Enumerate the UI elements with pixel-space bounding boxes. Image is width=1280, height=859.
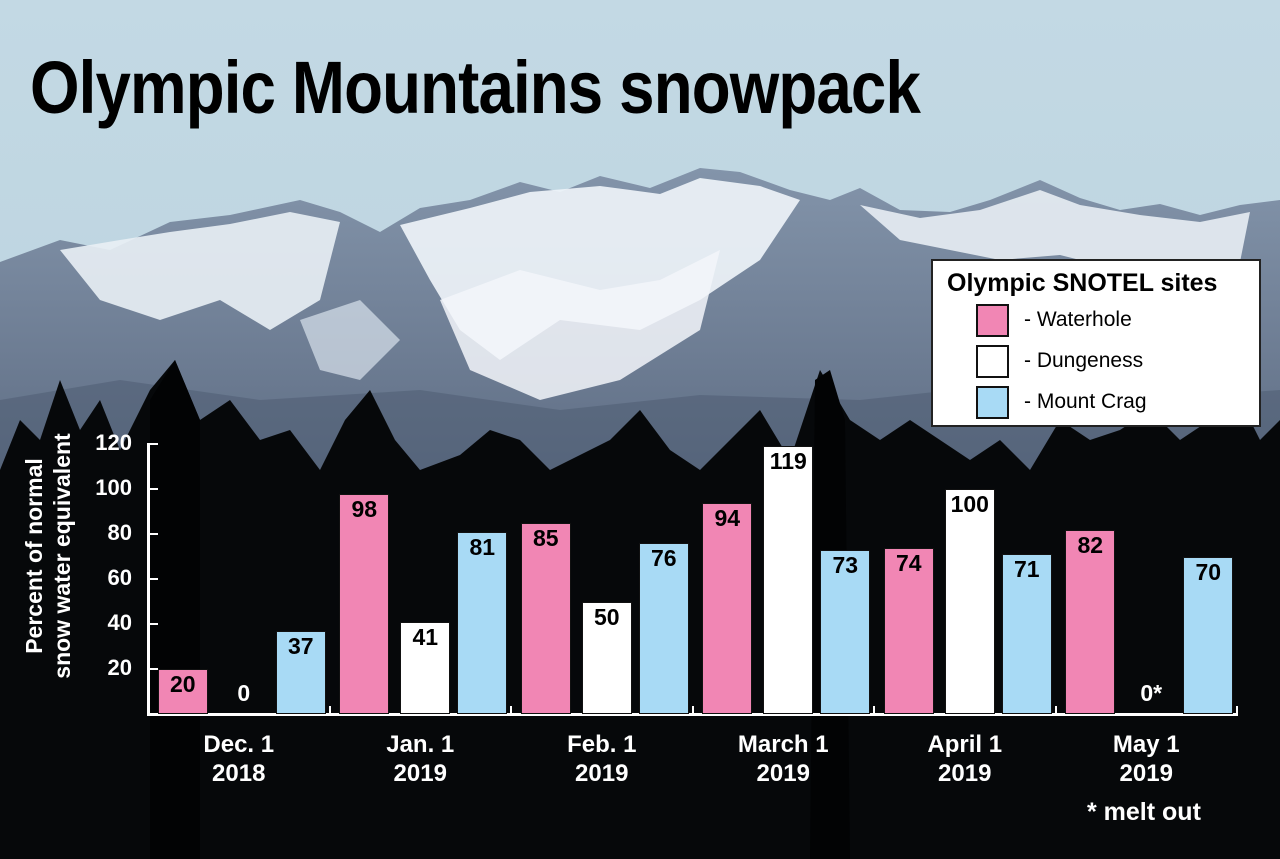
y-tick-label: 20: [107, 655, 132, 680]
x-tick: [328, 706, 331, 714]
bar-value-label: 82: [1077, 531, 1104, 558]
bar-mount-crag: [1183, 556, 1234, 714]
y-tick: [148, 533, 158, 535]
bar-mount-crag: [275, 630, 326, 714]
legend-swatch-dungeness: [976, 345, 1009, 378]
bar-value-label: 0*: [1140, 680, 1163, 706]
bar-dungeness: [581, 601, 632, 714]
y-tick-label: 120: [95, 430, 132, 455]
x-category-year: 2019: [393, 760, 447, 787]
x-category-label: Jan. 1 2019: [340, 730, 500, 788]
y-tick: [148, 668, 158, 670]
bar-mount-crag: [820, 549, 871, 714]
x-category-date: Dec. 1: [203, 731, 275, 758]
x-category-year: 2018: [212, 760, 266, 787]
bar-dungeness: [763, 446, 814, 714]
legend-label: - Waterhole: [1024, 308, 1132, 331]
bar-value-label: 119: [769, 448, 807, 475]
legend-label: - Mount Crag: [1024, 390, 1147, 413]
y-tick: [148, 443, 158, 445]
bar-value-label: 98: [351, 495, 378, 522]
bar-waterhole: [520, 522, 571, 714]
y-tick-label: 40: [107, 610, 132, 635]
x-tick: [1236, 706, 1238, 714]
bar-waterhole: [883, 547, 934, 714]
bar-value-label: 41: [412, 623, 439, 650]
bar-value-label: 94: [714, 504, 741, 531]
legend-swatch-mount-crag: [976, 386, 1009, 419]
x-category-label: March 1 2019: [703, 730, 863, 788]
bar-value-label: 85: [532, 524, 559, 551]
x-tick: [510, 706, 512, 714]
bar-value-label: 76: [650, 545, 677, 571]
x-category-year: 2019: [1119, 760, 1173, 787]
x-category-date: April 1: [927, 731, 1003, 758]
y-tick: [148, 578, 158, 580]
x-category-label: May 1 2019: [1066, 730, 1226, 788]
bar-value-label: 0: [237, 680, 251, 706]
x-category-label: Dec. 1 2018: [159, 730, 319, 788]
x-category-date: Feb. 1: [567, 731, 637, 758]
x-axis-line: [147, 713, 1238, 716]
y-tick: [148, 488, 158, 490]
legend: Olympic SNOTEL sites - Waterhole - Dunge…: [931, 259, 1261, 427]
bar-mount-crag: [457, 531, 508, 714]
x-category-date: Jan. 1: [386, 731, 455, 758]
x-category-label: April 1 2019: [885, 730, 1045, 788]
bar-value-label: 71: [1013, 556, 1040, 583]
legend-swatch-waterhole: [976, 304, 1009, 337]
y-axis-title: Percent of normal snow water equivalent: [20, 406, 76, 706]
bar-value-label: 70: [1195, 558, 1222, 585]
bar-waterhole: [702, 502, 753, 714]
y-tick-label: 60: [107, 565, 132, 590]
bar-value-label: 81: [469, 533, 496, 560]
y-tick-label: 100: [95, 475, 132, 500]
bar-waterhole: [339, 493, 390, 714]
x-category-year: 2019: [575, 760, 629, 787]
bar-mount-crag: [1001, 554, 1052, 714]
bar-value-label: 100: [950, 491, 989, 517]
bar-dungeness: [400, 621, 451, 714]
bar-waterhole: [157, 669, 208, 714]
bar-value-label: 50: [593, 603, 620, 630]
footnote: * melt out: [1087, 798, 1201, 826]
x-category-year: 2019: [756, 760, 810, 787]
bar-dungeness: [944, 489, 995, 714]
x-tick: [691, 706, 694, 714]
x-category-date: March 1: [737, 731, 829, 758]
x-category-date: May 1: [1112, 731, 1180, 758]
bar-value-label: 74: [895, 549, 922, 576]
bar-value-label: 20: [169, 671, 196, 697]
y-tick: [148, 623, 158, 625]
bar-value-label: 37: [287, 632, 314, 659]
y-tick-label: 80: [107, 520, 132, 545]
chart-title: Olympic Mountains snowpack: [30, 46, 921, 129]
legend-label: - Dungeness: [1024, 349, 1144, 372]
bar-waterhole: [1065, 529, 1116, 714]
x-tick: [1054, 706, 1057, 714]
y-axis-title-line1: Percent of normal: [21, 458, 47, 654]
x-category-label: Feb. 1 2019: [522, 730, 682, 788]
x-category-year: 2019: [938, 760, 992, 787]
bar-mount-crag: [638, 543, 689, 714]
bar-value-label: 73: [832, 551, 859, 578]
legend-title: Olympic SNOTEL sites: [947, 269, 1218, 297]
x-tick: [873, 706, 875, 714]
